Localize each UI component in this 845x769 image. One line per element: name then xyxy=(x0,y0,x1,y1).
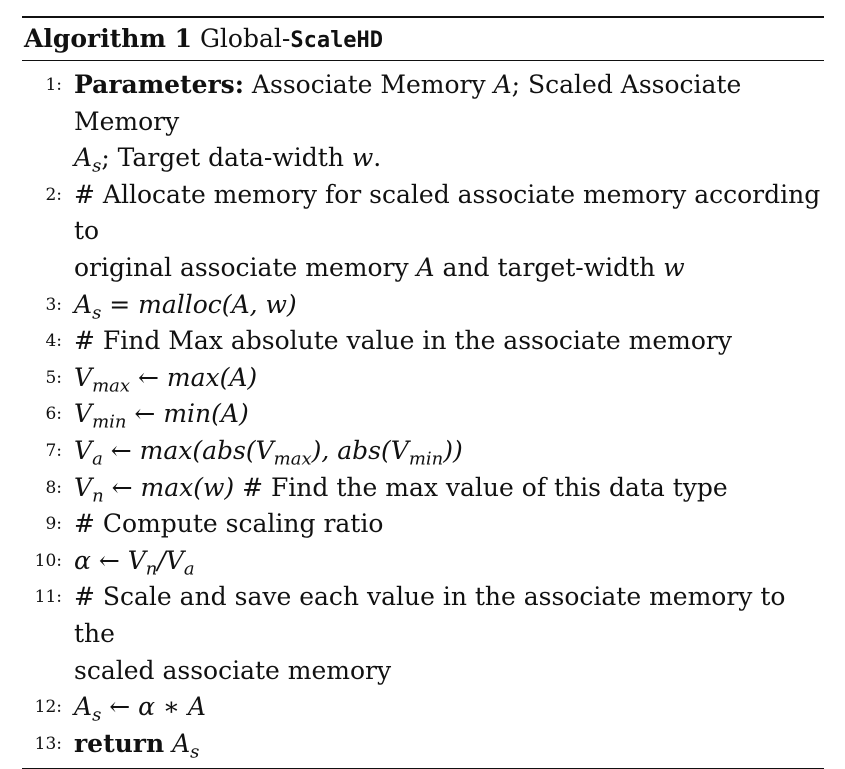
algo-line-1-cont: As; Target data-width w. xyxy=(22,140,824,177)
math-var: V xyxy=(74,435,93,465)
comment-text: scaled associate memory xyxy=(74,655,392,685)
comment-text: # Scale and save each value in the assoc… xyxy=(74,582,786,648)
math-sub: n xyxy=(145,558,158,580)
math-sub: s xyxy=(190,741,200,763)
algorithm-header: Algorithm 1 Global-ScaleHD xyxy=(22,18,824,60)
math-op: ← xyxy=(103,472,141,502)
math-op: ← xyxy=(130,362,167,392)
math-expr: V xyxy=(127,545,146,575)
line-number: 9: xyxy=(45,514,62,535)
math-var: w xyxy=(663,252,685,282)
line-number: 4: xyxy=(45,331,62,352)
math-var: A xyxy=(416,252,435,282)
math-expr: α ∗ A xyxy=(138,692,206,722)
comment-text: and target-width xyxy=(434,252,664,282)
algo-line-7: 7: Va ← max(abs(Vmax), abs(Vmin)) xyxy=(22,433,824,470)
line-number: 6: xyxy=(45,404,62,425)
math-sub: s xyxy=(92,155,102,177)
math-sub: min xyxy=(92,411,127,433)
math-sub: s xyxy=(92,301,102,323)
line-number: 11: xyxy=(34,587,62,608)
line-number: 3: xyxy=(45,294,62,315)
algo-line-11-cont: scaled associate memory xyxy=(22,653,824,690)
line-text: ; Scaled Associate Memory xyxy=(74,70,742,136)
algo-line-1: 1: Parameters: Associate Memory A; Scale… xyxy=(22,67,824,140)
algo-line-2-cont: original associate memory A and target-w… xyxy=(22,250,824,287)
math-sub: a xyxy=(92,448,103,470)
line-text: Associate Memory xyxy=(243,70,494,99)
line-number: 12: xyxy=(34,697,62,718)
math-var: V xyxy=(74,472,93,502)
algo-line-6: 6: Vmin ← min(A) xyxy=(22,396,824,433)
algo-line-11: 11: # Scale and save each value in the a… xyxy=(22,579,824,652)
math-expr: ), abs(V xyxy=(311,435,409,465)
line-number: 7: xyxy=(45,440,62,461)
algorithm-label: Algorithm 1 xyxy=(24,24,192,53)
math-sub: min xyxy=(408,448,444,470)
line-number: 5: xyxy=(45,367,62,388)
algorithm-lines: 1: Parameters: Associate Memory A; Scale… xyxy=(22,61,824,762)
math-var: A xyxy=(74,692,93,722)
math-expr: min(A) xyxy=(163,399,249,429)
math-op: ← xyxy=(126,399,164,429)
space xyxy=(164,729,172,758)
math-op: ← xyxy=(90,545,128,575)
math-sub: n xyxy=(92,484,104,506)
algorithm-name-mono: ScaleHD xyxy=(290,28,384,53)
comment-text: # Find Max absolute value in the associa… xyxy=(74,326,732,356)
algo-line-10: 10: α ← Vn/Va xyxy=(22,543,824,580)
line-number: 2: xyxy=(45,184,62,205)
math-var: A xyxy=(172,728,191,758)
math-sub: a xyxy=(183,558,195,580)
comment-text: # Compute scaling ratio xyxy=(74,509,384,539)
line-text: ; Target data-width xyxy=(101,143,352,173)
comment-text: original associate memory xyxy=(74,252,417,282)
algorithm-name-prefix: Global- xyxy=(199,24,291,53)
algo-line-12: 12: As ← α ∗ A xyxy=(22,689,824,726)
keyword: Parameters: xyxy=(74,70,244,99)
header-rule xyxy=(22,60,824,61)
algorithm-box: Algorithm 1 Global-ScaleHD 1: Parameters… xyxy=(22,16,824,769)
comment-text: # Find the max value of this data type xyxy=(234,472,728,502)
line-number: 10: xyxy=(34,550,62,571)
algo-line-13: 13: return As xyxy=(22,726,824,763)
math-expr: max(w) xyxy=(140,472,235,502)
math-expr: max(A) xyxy=(166,362,258,392)
math-var: V xyxy=(74,362,93,392)
algorithm-title: Global-ScaleHD xyxy=(200,24,383,53)
algo-line-9: 9: # Compute scaling ratio xyxy=(22,506,824,543)
comment-text: # Allocate memory for scaled associate m… xyxy=(74,179,821,246)
math-sub: max xyxy=(273,448,312,470)
line-text: . xyxy=(373,143,382,173)
top-rule xyxy=(22,16,824,18)
algo-line-5: 5: Vmax ← max(A) xyxy=(22,360,824,397)
algo-line-3: 3: As = malloc(A, w) xyxy=(22,287,824,324)
math-var: A xyxy=(74,143,93,173)
line-number: 13: xyxy=(34,733,62,754)
math-op: ← xyxy=(101,692,139,722)
math-expr: )) xyxy=(443,435,463,465)
math-op: = xyxy=(101,289,139,319)
math-var: w xyxy=(351,143,374,173)
keyword: return xyxy=(74,728,165,758)
math-expr: malloc(A, w) xyxy=(138,289,297,319)
math-var: α xyxy=(74,545,91,575)
math-op: ← xyxy=(102,435,140,465)
math-sub: max xyxy=(92,375,131,397)
math-sub: s xyxy=(92,704,102,726)
math-var: A xyxy=(74,289,93,319)
algo-line-2: 2: # Allocate memory for scaled associat… xyxy=(22,177,824,250)
line-number: 8: xyxy=(45,477,62,498)
math-expr: /V xyxy=(157,545,184,575)
algo-line-4: 4: # Find Max absolute value in the asso… xyxy=(22,323,824,360)
math-var: V xyxy=(74,399,93,429)
line-number: 1: xyxy=(45,75,62,95)
math-expr: max(abs(V xyxy=(139,435,274,465)
algo-line-8: 8: Vn ← max(w) # Find the max value of t… xyxy=(22,470,824,507)
math-var: A xyxy=(493,70,512,99)
